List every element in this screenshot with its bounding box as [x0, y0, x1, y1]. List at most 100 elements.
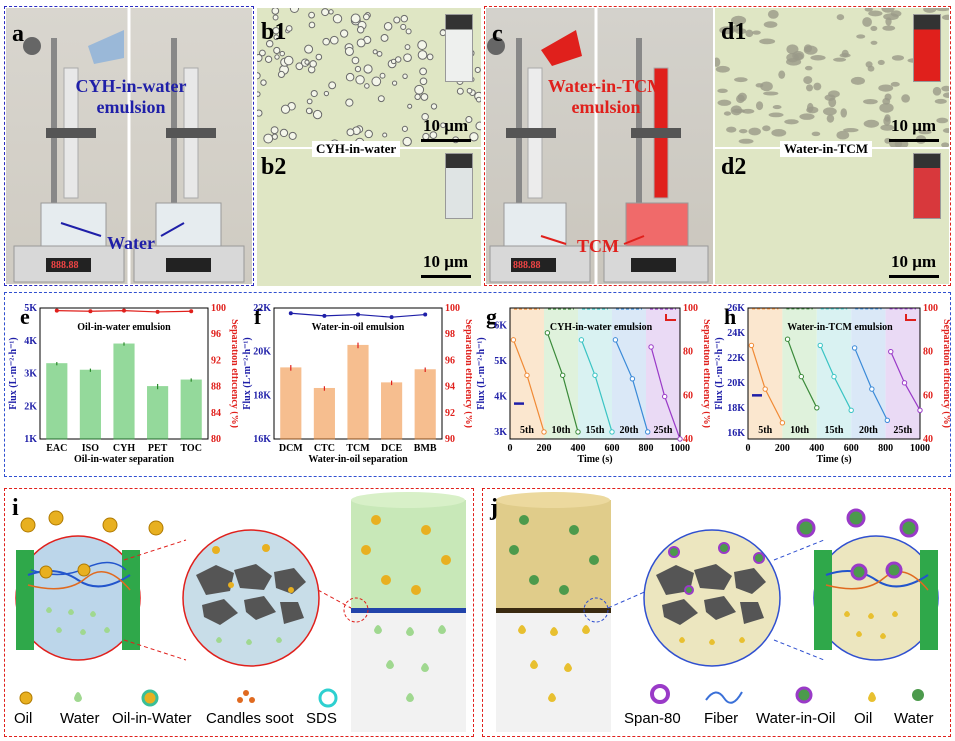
flux-point [612, 337, 619, 343]
droplet [393, 16, 401, 24]
droplet [380, 33, 389, 42]
droplet [285, 25, 293, 32]
droplet [440, 122, 446, 129]
cycle-label: 25th [893, 425, 912, 436]
y2-tick-label: 40 [923, 434, 933, 445]
droplet [882, 97, 891, 105]
x-tick-label: 600 [844, 443, 859, 454]
droplet [730, 105, 743, 116]
chart-f: f Water-in-oil emulsion 16K 18K 20K 22K 90 92 94… [242, 303, 472, 465]
droplet [403, 53, 412, 63]
flux-point [662, 393, 668, 400]
x-axis-label: Water-in-oil separation [308, 454, 408, 465]
apparatus-c-drawing [487, 8, 709, 284]
panel-i-schematic [15, 492, 466, 732]
droplet [400, 14, 409, 23]
droplet [923, 8, 937, 13]
y2-tick-label: 100 [683, 303, 698, 314]
x-tick-label: 400 [571, 443, 586, 454]
droplet [414, 93, 421, 101]
panel-c: c Water-in-TCM emulsion TCM 888.88 [486, 8, 713, 284]
cycle-band [748, 308, 783, 439]
cycle-label: 20th [859, 425, 878, 436]
flux-point [831, 373, 837, 380]
y-tick-label: 2K [24, 401, 37, 412]
y-tick-label: 3K [494, 427, 507, 438]
flux-point [510, 337, 517, 343]
droplet [868, 10, 883, 17]
droplet [932, 86, 942, 96]
panel-d2-scale: 10 μm [891, 252, 937, 271]
flux-point [814, 405, 820, 411]
droplet [264, 55, 273, 63]
cycle-label: 15th [825, 425, 844, 436]
cycle-band [646, 308, 680, 439]
droplet [767, 9, 779, 19]
droplet [407, 103, 413, 109]
droplet [760, 81, 773, 92]
droplet [469, 132, 479, 142]
droplet [731, 15, 747, 26]
droplet [901, 94, 910, 103]
droplet [263, 133, 274, 144]
cycle-label: 20th [620, 425, 639, 436]
droplet [715, 57, 721, 67]
bar [113, 343, 135, 440]
droplet [402, 73, 408, 80]
y-axis-label: Flux (L·m⁻²·h⁻¹) [242, 337, 253, 409]
droplet [891, 55, 905, 61]
x-tick-label: ISO [82, 443, 99, 454]
droplet [289, 8, 300, 14]
flux-point [560, 372, 566, 378]
droplet [417, 50, 428, 60]
efficiency-point [155, 309, 160, 314]
y-tick-label: 5K [494, 356, 507, 367]
droplet [420, 93, 429, 101]
droplet [806, 84, 814, 92]
droplet [935, 8, 949, 12]
droplet [345, 98, 354, 107]
droplet [419, 77, 428, 86]
y2-axis-label: Separation efficiency (%) [463, 319, 472, 428]
chart-g-label: g [486, 304, 497, 329]
y2-tick-label: 96 [211, 329, 221, 340]
droplet [736, 94, 745, 104]
y2-tick-label: 88 [211, 382, 221, 393]
droplet [329, 35, 339, 45]
droplet [735, 28, 747, 35]
cycle-band [885, 308, 920, 439]
droplet [719, 26, 736, 35]
droplet [465, 116, 473, 124]
droplet [391, 80, 398, 86]
droplet [379, 72, 386, 79]
droplet [304, 59, 310, 65]
panel-b1-scale: 10 μm [423, 116, 469, 135]
panel-b2: b2 10 μm [257, 149, 481, 286]
panel-c-frame [484, 6, 951, 286]
droplet [717, 88, 728, 94]
efficiency-point [389, 315, 394, 320]
droplet [748, 127, 761, 136]
y-tick-label: 16K [727, 428, 745, 439]
x-tick-label: TCM [346, 443, 370, 454]
panel-d1-scalebar [889, 139, 939, 142]
y2-tick-label: 84 [211, 408, 221, 419]
droplet [401, 125, 408, 132]
droplet [941, 85, 949, 92]
droplet [259, 49, 266, 57]
droplet [734, 77, 748, 83]
flux-point [851, 345, 858, 351]
efficiency-point [322, 313, 327, 318]
droplet [803, 76, 813, 85]
droplet [862, 17, 872, 27]
y-tick-label: 20K [253, 347, 271, 358]
droplet [942, 128, 949, 133]
bar [347, 344, 369, 440]
y-tick-label: 4K [24, 336, 37, 347]
efficiency-point [189, 309, 194, 314]
efficiency-point [288, 311, 293, 316]
flux-point [901, 380, 908, 386]
droplet [315, 53, 323, 61]
droplet [271, 133, 278, 140]
efficiency-point [423, 312, 428, 317]
